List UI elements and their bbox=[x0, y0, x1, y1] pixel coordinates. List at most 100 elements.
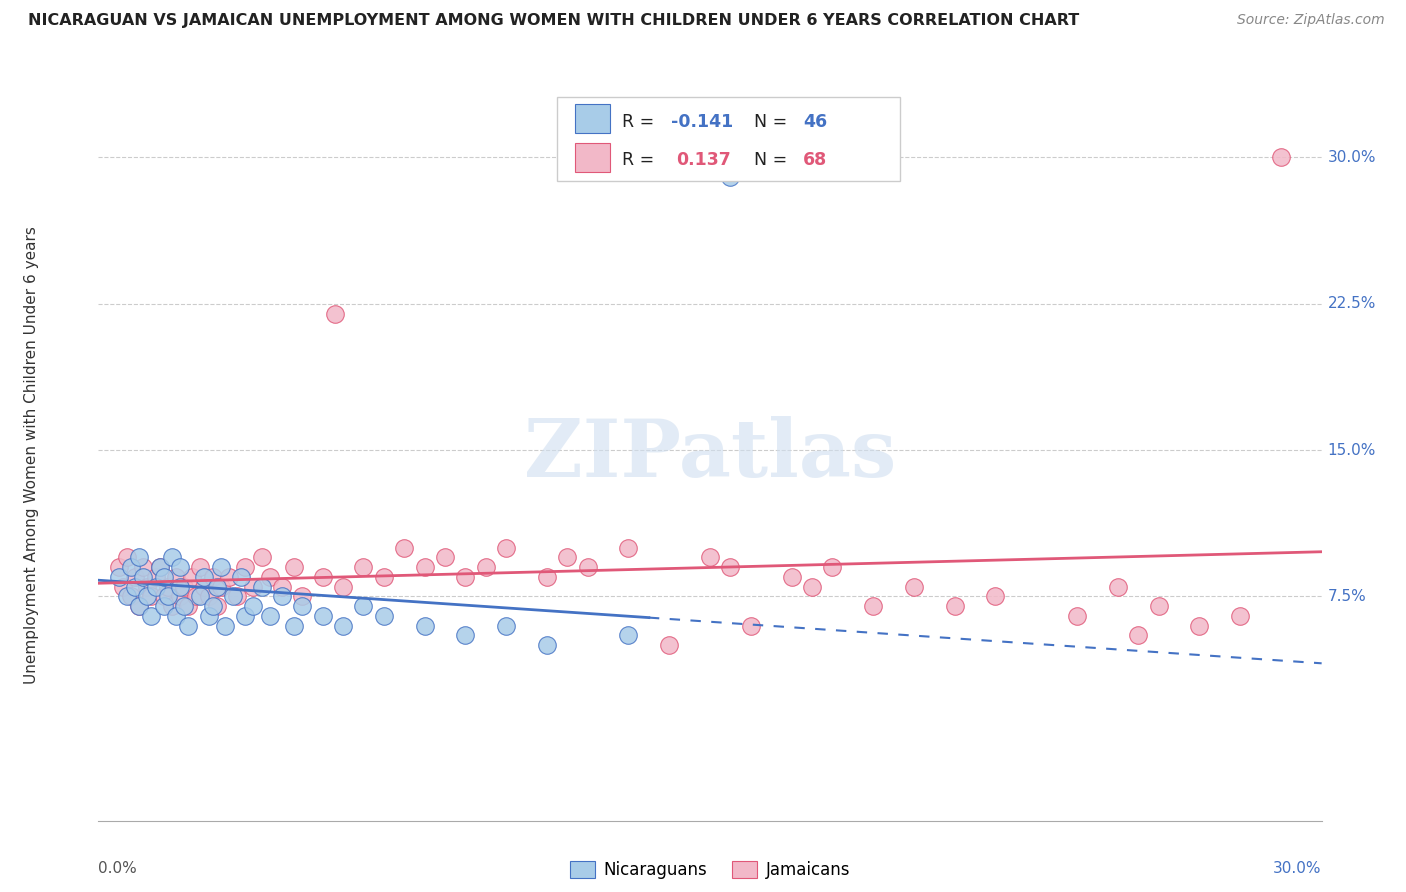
Point bbox=[145, 580, 167, 594]
Point bbox=[821, 560, 844, 574]
Point bbox=[495, 618, 517, 632]
Point bbox=[718, 560, 742, 574]
Point bbox=[209, 560, 232, 574]
Point bbox=[136, 580, 159, 594]
Point bbox=[576, 560, 599, 574]
Point bbox=[291, 590, 314, 604]
Text: 30.0%: 30.0% bbox=[1327, 150, 1376, 165]
Point bbox=[312, 608, 335, 623]
Point bbox=[332, 618, 354, 632]
Point bbox=[323, 306, 346, 320]
Point bbox=[801, 580, 824, 594]
Point bbox=[128, 599, 150, 613]
Point bbox=[160, 599, 183, 613]
Point bbox=[718, 169, 742, 184]
Point bbox=[115, 550, 138, 565]
Point bbox=[205, 580, 228, 594]
Point bbox=[373, 570, 395, 584]
Point bbox=[120, 590, 142, 604]
Point bbox=[173, 599, 195, 613]
Point bbox=[1229, 608, 1251, 623]
Point bbox=[152, 570, 174, 584]
Point bbox=[197, 590, 219, 604]
Point bbox=[242, 580, 264, 594]
Text: Unemployment Among Women with Children Under 6 years: Unemployment Among Women with Children U… bbox=[24, 226, 38, 684]
Point bbox=[555, 550, 579, 565]
Point bbox=[145, 570, 167, 584]
Point bbox=[454, 570, 477, 584]
Text: 0.137: 0.137 bbox=[676, 151, 731, 169]
Point bbox=[413, 560, 436, 574]
Point bbox=[132, 570, 155, 584]
Point bbox=[226, 590, 249, 604]
Point bbox=[259, 570, 281, 584]
Point bbox=[108, 560, 131, 574]
Point bbox=[332, 580, 354, 594]
Point bbox=[617, 628, 640, 642]
Point bbox=[193, 570, 215, 584]
Point bbox=[984, 590, 1007, 604]
Point bbox=[250, 550, 273, 565]
Point bbox=[205, 599, 228, 613]
Point bbox=[136, 590, 159, 604]
Point bbox=[233, 560, 256, 574]
Point bbox=[1128, 628, 1150, 642]
Point bbox=[250, 580, 273, 594]
Point bbox=[943, 599, 966, 613]
Point bbox=[474, 560, 498, 574]
Point bbox=[259, 608, 281, 623]
Point bbox=[173, 580, 195, 594]
Point bbox=[152, 590, 174, 604]
Point bbox=[231, 570, 253, 584]
Point bbox=[352, 560, 374, 574]
Point bbox=[740, 618, 762, 632]
Point bbox=[193, 580, 215, 594]
Point bbox=[156, 580, 179, 594]
Point bbox=[186, 590, 208, 604]
Point bbox=[188, 560, 212, 574]
Point bbox=[780, 570, 803, 584]
Point bbox=[658, 638, 681, 652]
FancyBboxPatch shape bbox=[557, 96, 900, 180]
Point bbox=[128, 550, 150, 565]
Text: 0.0%: 0.0% bbox=[98, 861, 138, 876]
Point bbox=[434, 550, 457, 565]
FancyBboxPatch shape bbox=[575, 143, 610, 172]
Point bbox=[201, 570, 224, 584]
Point bbox=[218, 570, 240, 584]
Point bbox=[1188, 618, 1211, 632]
Text: NICARAGUAN VS JAMAICAN UNEMPLOYMENT AMONG WOMEN WITH CHILDREN UNDER 6 YEARS CORR: NICARAGUAN VS JAMAICAN UNEMPLOYMENT AMON… bbox=[28, 13, 1080, 29]
Point bbox=[197, 608, 219, 623]
Point bbox=[233, 608, 256, 623]
Legend: Nicaraguans, Jamaicans: Nicaraguans, Jamaicans bbox=[564, 854, 856, 886]
Point bbox=[352, 599, 374, 613]
Text: 7.5%: 7.5% bbox=[1327, 589, 1367, 604]
Text: -0.141: -0.141 bbox=[671, 112, 733, 130]
Point bbox=[149, 560, 172, 574]
Point bbox=[495, 541, 517, 555]
Point bbox=[177, 599, 200, 613]
Point bbox=[108, 570, 131, 584]
Text: 22.5%: 22.5% bbox=[1327, 296, 1376, 311]
Text: R =: R = bbox=[621, 112, 659, 130]
Point bbox=[1107, 580, 1129, 594]
Text: N =: N = bbox=[754, 151, 793, 169]
Point bbox=[124, 580, 146, 594]
Point bbox=[536, 570, 558, 584]
Point bbox=[454, 628, 477, 642]
Point bbox=[1270, 151, 1292, 165]
Point bbox=[152, 599, 174, 613]
Point bbox=[128, 599, 150, 613]
Text: 30.0%: 30.0% bbox=[1274, 861, 1322, 876]
Point bbox=[141, 590, 163, 604]
Point bbox=[699, 550, 721, 565]
Point bbox=[242, 599, 264, 613]
Point bbox=[181, 570, 204, 584]
Point bbox=[165, 608, 187, 623]
FancyBboxPatch shape bbox=[575, 104, 610, 134]
Point bbox=[169, 580, 191, 594]
Point bbox=[214, 618, 236, 632]
Text: Source: ZipAtlas.com: Source: ZipAtlas.com bbox=[1237, 13, 1385, 28]
Point bbox=[169, 590, 191, 604]
Point bbox=[149, 560, 172, 574]
